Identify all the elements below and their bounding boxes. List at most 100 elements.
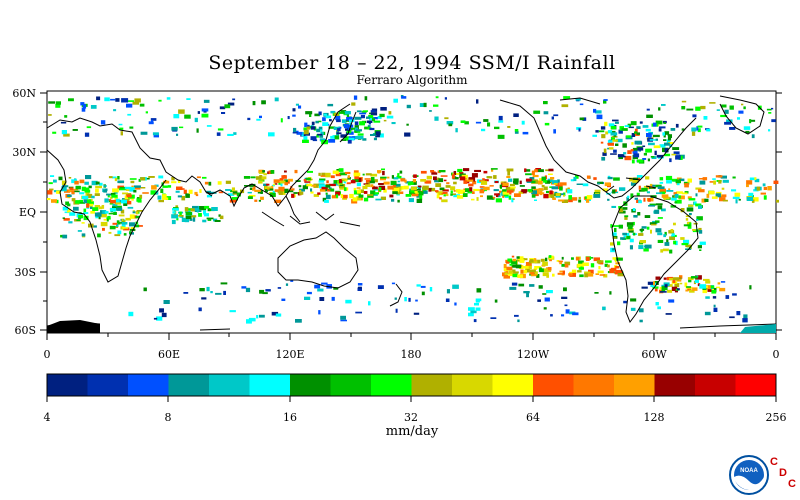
rain-patch	[683, 224, 691, 227]
rain-patch	[522, 131, 529, 135]
rain-patch	[513, 113, 519, 117]
rain-patch	[639, 240, 646, 244]
rain-patch	[375, 131, 381, 136]
colorbar-tick-4: 4	[44, 411, 51, 424]
rain-patch	[71, 188, 79, 191]
rain-patch	[340, 194, 344, 198]
rain-patch	[81, 186, 86, 192]
rain-patch	[441, 199, 448, 203]
rain-patch	[496, 194, 499, 198]
rain-patch	[632, 221, 635, 226]
rain-patch	[91, 180, 98, 186]
rain-patch	[607, 264, 610, 268]
rain-patch	[129, 231, 132, 234]
rain-patch	[305, 111, 313, 115]
rain-patch	[644, 244, 652, 249]
rain-patch	[254, 199, 258, 202]
rain-patch	[612, 119, 619, 122]
rain-patch	[438, 192, 443, 196]
rain-patch	[370, 110, 376, 112]
rain-patch	[641, 286, 648, 289]
rain-patch	[453, 171, 457, 176]
rain-patch	[280, 118, 283, 123]
rain-patch	[112, 222, 118, 225]
rain-patch	[481, 128, 486, 132]
rain-patch	[594, 189, 601, 193]
rain-patch	[702, 177, 708, 181]
cdc-letter-c1: C	[770, 456, 778, 468]
rain-patch	[185, 215, 192, 220]
rain-patch	[642, 158, 647, 160]
rain-patch	[471, 198, 475, 201]
rain-patch	[408, 181, 414, 185]
rain-patch	[595, 130, 599, 133]
lon-label-0-west: 0	[44, 348, 51, 361]
rain-patch	[538, 285, 543, 289]
rain-patch	[490, 168, 498, 170]
rain-patch	[139, 103, 145, 107]
rain-patch	[476, 99, 479, 104]
rain-patch	[379, 133, 384, 138]
rain-patch	[697, 245, 702, 249]
rain-patch	[69, 212, 76, 216]
rain-patch	[629, 177, 636, 182]
rain-patch	[349, 193, 354, 199]
rain-patch	[695, 275, 702, 280]
rain-patch	[678, 178, 685, 182]
rain-patch	[271, 311, 279, 316]
rain-patch	[152, 132, 159, 136]
rain-patch	[62, 234, 68, 239]
rain-patch	[360, 114, 365, 119]
rain-patch	[612, 136, 618, 138]
rain-patch	[624, 125, 630, 127]
rain-patch	[609, 291, 612, 295]
rain-patch	[103, 189, 108, 193]
map-frame	[46, 90, 777, 334]
rain-patch	[483, 170, 488, 174]
rain-patch	[328, 188, 335, 192]
rain-patch	[280, 189, 286, 192]
rain-patch	[559, 262, 562, 265]
rain-patch	[337, 128, 341, 132]
rain-patch	[483, 119, 489, 122]
rain-patch	[681, 243, 689, 246]
rain-patch	[658, 128, 662, 132]
rain-patch	[131, 196, 134, 201]
rain-patch	[451, 172, 454, 176]
rain-patch	[391, 282, 396, 285]
rain-patch	[81, 233, 86, 237]
rain-patch	[448, 123, 453, 127]
rain-patch	[602, 306, 606, 311]
rain-patch	[157, 195, 162, 200]
rain-patch	[630, 149, 634, 152]
rain-patch	[717, 282, 721, 285]
rain-patch	[112, 206, 119, 208]
rain-patch	[661, 194, 669, 198]
rain-patch	[475, 307, 481, 311]
rain-patch	[634, 197, 638, 200]
rain-patch	[224, 104, 231, 109]
rain-patch	[227, 102, 235, 106]
rain-patch	[424, 181, 431, 184]
rain-patch	[373, 137, 377, 141]
rain-patch	[391, 198, 395, 202]
rain-patch	[94, 193, 100, 196]
rain-patch	[309, 113, 312, 117]
rain-patch	[264, 186, 272, 190]
rain-patch	[319, 188, 326, 192]
rain-patch	[429, 287, 433, 292]
rain-patch	[509, 183, 515, 187]
rain-patch	[256, 315, 259, 319]
rain-patch	[493, 189, 499, 192]
rain-patch	[629, 238, 634, 243]
rain-patch	[293, 192, 300, 194]
rain-patch	[67, 194, 72, 197]
rain-patch	[171, 214, 178, 219]
rain-patch	[644, 215, 651, 218]
rain-patch	[698, 230, 703, 234]
rain-patch	[596, 114, 603, 120]
rain-patch	[657, 306, 661, 310]
rain-patch	[71, 179, 77, 184]
colorbar-tick-8: 8	[165, 411, 172, 424]
rain-patch	[531, 186, 536, 189]
